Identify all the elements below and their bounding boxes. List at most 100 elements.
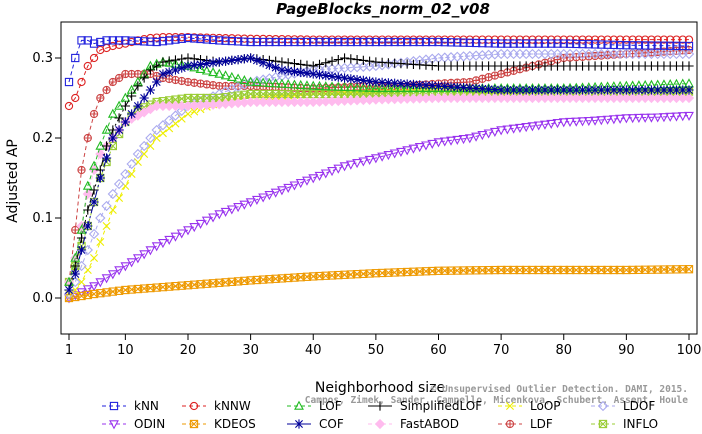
marker-shape bbox=[596, 116, 607, 126]
marker-shape bbox=[352, 55, 362, 65]
data-point-cof bbox=[283, 66, 293, 76]
data-point-knnw bbox=[77, 77, 86, 87]
data-point-cof bbox=[421, 80, 431, 90]
marker-shape bbox=[258, 77, 269, 87]
marker-shape bbox=[127, 109, 137, 119]
data-point-cof bbox=[164, 67, 174, 77]
marker-shape bbox=[120, 262, 131, 272]
marker-shape bbox=[308, 80, 319, 90]
data-point-cof bbox=[483, 84, 494, 94]
data-point-odin bbox=[439, 137, 450, 147]
data-point-odin bbox=[665, 112, 676, 122]
data-point-lof bbox=[226, 71, 237, 81]
marker-shape bbox=[446, 83, 456, 93]
marker-shape bbox=[170, 232, 181, 242]
data-point-knn bbox=[340, 37, 349, 47]
marker-shape bbox=[572, 39, 581, 49]
marker-shape bbox=[352, 75, 362, 85]
data-point-cof bbox=[183, 61, 193, 71]
legend-marker bbox=[374, 418, 386, 430]
marker-shape bbox=[584, 265, 593, 275]
data-point-knnw bbox=[64, 101, 74, 111]
marker-shape bbox=[283, 183, 294, 193]
data-point-ldf bbox=[171, 75, 180, 85]
marker-shape bbox=[283, 79, 294, 89]
data-point-odin bbox=[527, 122, 538, 132]
x-tick-label: 40 bbox=[305, 343, 322, 358]
marker-shape bbox=[496, 126, 507, 136]
marker-shape bbox=[115, 194, 124, 202]
data-point-ldof bbox=[151, 124, 162, 136]
marker-shape bbox=[609, 40, 618, 50]
data-point-cof bbox=[684, 85, 694, 95]
marker-shape bbox=[346, 54, 356, 64]
marker-shape bbox=[559, 85, 569, 95]
legend-marker bbox=[109, 401, 119, 411]
data-point-fastabod bbox=[683, 92, 695, 104]
marker-shape bbox=[289, 181, 300, 191]
data-point-odin bbox=[107, 270, 118, 280]
marker-shape bbox=[320, 81, 331, 91]
data-point-odin bbox=[615, 114, 626, 124]
data-point-knn bbox=[102, 36, 111, 45]
marker-shape bbox=[109, 401, 119, 411]
marker-shape bbox=[183, 53, 193, 63]
marker-shape bbox=[402, 83, 413, 93]
marker-shape bbox=[196, 280, 205, 289]
data-point-cof bbox=[220, 56, 231, 66]
marker-shape bbox=[552, 119, 563, 129]
data-point-odin bbox=[164, 235, 175, 245]
data-point-ldf bbox=[484, 73, 493, 82]
data-point-cof bbox=[189, 60, 199, 70]
data-point-cof bbox=[352, 75, 362, 85]
marker-shape bbox=[215, 36, 224, 45]
marker-shape bbox=[227, 55, 237, 65]
marker-shape bbox=[685, 265, 693, 274]
data-point-lof bbox=[314, 80, 325, 90]
marker-shape bbox=[321, 271, 330, 280]
marker-shape bbox=[458, 135, 469, 145]
marker-shape bbox=[683, 48, 695, 60]
data-point-simplifiedlof bbox=[120, 101, 130, 111]
marker-shape bbox=[641, 41, 650, 50]
marker-shape bbox=[665, 85, 675, 95]
data-point-knnw bbox=[678, 35, 687, 44]
data-point-knn bbox=[277, 37, 287, 47]
marker-shape bbox=[315, 271, 324, 281]
marker-shape bbox=[151, 242, 162, 252]
data-point-knn bbox=[672, 41, 681, 50]
data-point-knn bbox=[634, 41, 644, 50]
data-point-odin bbox=[421, 141, 431, 151]
marker-shape bbox=[464, 134, 475, 144]
data-point-cof bbox=[477, 84, 487, 94]
data-point-knn bbox=[403, 37, 412, 47]
marker-shape bbox=[327, 167, 337, 177]
y-axis-label: Adjusted AP bbox=[5, 139, 21, 223]
marker-shape bbox=[603, 40, 612, 49]
data-point-knn bbox=[252, 37, 262, 47]
marker-shape bbox=[320, 169, 331, 179]
marker-shape bbox=[390, 78, 400, 88]
data-point-simplifiedlof bbox=[70, 261, 80, 271]
marker-shape bbox=[96, 37, 105, 47]
data-point-lof bbox=[214, 68, 225, 78]
data-point-lof bbox=[395, 83, 406, 93]
marker-shape bbox=[164, 115, 175, 126]
data-point-cof bbox=[127, 109, 137, 119]
marker-shape bbox=[414, 83, 425, 93]
data-point-knn bbox=[114, 36, 124, 45]
marker-shape bbox=[647, 41, 656, 50]
marker-shape bbox=[89, 39, 99, 48]
data-point-odin bbox=[176, 229, 187, 239]
marker-shape bbox=[446, 266, 456, 275]
data-point-odin bbox=[339, 162, 350, 172]
marker-shape bbox=[597, 35, 606, 44]
marker-shape bbox=[121, 285, 130, 295]
legend-item-loop: LoOP bbox=[498, 399, 561, 413]
marker-shape bbox=[127, 285, 136, 294]
marker-shape bbox=[252, 55, 262, 65]
marker-shape bbox=[641, 35, 650, 44]
marker-shape bbox=[195, 59, 206, 69]
marker-shape bbox=[666, 35, 675, 44]
marker-shape bbox=[459, 38, 468, 47]
